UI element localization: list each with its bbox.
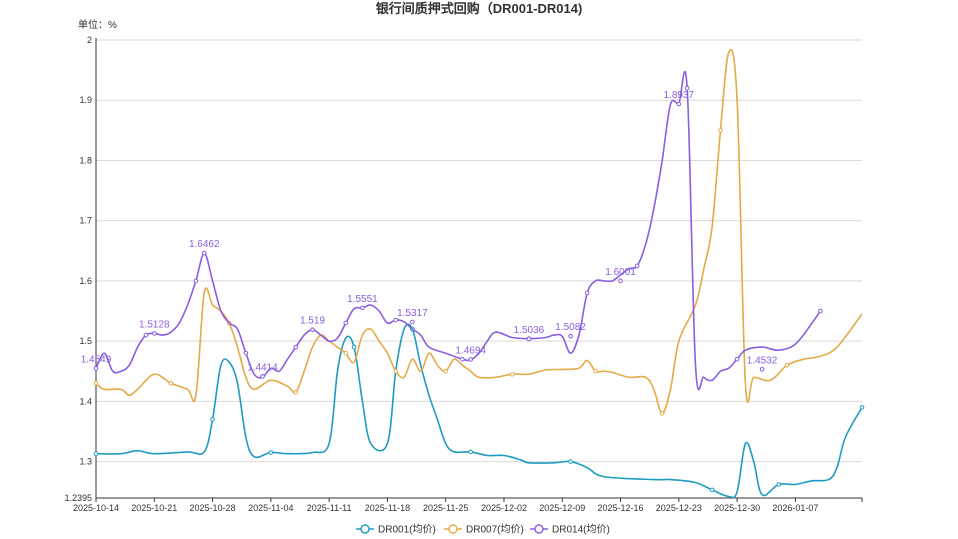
legend[interactable]: DR001(均价) DR007(均价) DR014(均价) [356,524,610,536]
series-point-3 [634,263,640,269]
legend-label: DR007(均价) [466,524,524,536]
grid-layer [96,39,862,463]
legend-label: DR001(均价) [378,524,436,536]
legend-item-3[interactable]: DR014(均价) [530,524,610,536]
data-label-point [759,367,765,372]
series-point-3 [460,356,465,362]
series-point-3 [193,278,199,284]
x-tick-label: 2026-01-07 [772,503,818,513]
data-label: 1.6462 [189,239,220,250]
series-point-2 [784,362,790,368]
y-tick-label: 1.3 [79,457,92,467]
legend-label: DR014(均价) [552,524,610,536]
data-label: 1.4414 [247,362,278,373]
y-tick-label: 1.4 [79,396,92,406]
data-label-point [468,357,473,362]
series-point-3 [684,85,690,91]
legend-swatch-marker [534,524,544,534]
data-label-point [310,327,315,332]
series-point-2 [343,350,349,356]
data-label: 1.5036 [514,325,545,336]
series-point-2 [293,390,299,395]
data-label-point [568,333,573,339]
y-tick-label: 1.6 [79,276,92,286]
series-point-2 [510,371,515,377]
x-tick-label: 2025-11-11 [307,503,352,513]
y-tick-label: 1.9 [79,95,92,105]
data-label-point [201,250,207,256]
series-point-1 [859,405,865,410]
data-label-layer: 1.4549 1.5128 1.6462 1.4414 1.519 1.5551 1.531… [81,90,778,379]
series-point-1 [210,417,215,422]
series-point-2 [393,368,399,374]
chart-title: 银行间质押式回购（DR001-DR014) [376,1,583,16]
series-point-1 [93,451,99,457]
data-label: 1.519 [300,316,325,327]
x-tick-label: 2025-11-25 [423,503,468,513]
series-point-1 [268,450,274,455]
data-label: 1.4532 [747,355,778,366]
x-tick-label: 2025-11-04 [248,503,293,513]
series-point-1 [709,487,715,493]
data-label: 1.4694 [455,346,486,357]
series-point-3 [734,356,740,362]
series-point-1 [468,449,473,455]
x-tick-label: 2025-12-09 [539,503,585,513]
data-label-point [93,365,99,371]
series-point-3 [818,308,823,314]
legend-swatch-marker [360,524,370,534]
series-point-2 [443,368,448,374]
y-tick-label: 1.5 [79,336,92,346]
y-tick-label: 1.8 [79,155,92,165]
series-point-3 [143,332,149,338]
series-line-1 [95,323,863,499]
data-label: 1.6001 [605,267,636,278]
x-tick-label: 2025-12-30 [714,503,760,513]
x-tick-label: 2025-10-21 [131,503,177,513]
series-point-3 [393,317,399,323]
series-point-3 [343,320,349,326]
series-point-2 [168,380,174,386]
series-point-1 [568,459,573,464]
y-tick-label: 1.2395 [64,493,92,503]
x-tick-label: 2025-11-18 [365,503,410,513]
series-line-2 [95,48,863,415]
series-point-2 [93,380,99,386]
x-tick-label: 2025-12-02 [481,503,527,513]
x-tick-label: 2025-10-14 [73,503,119,513]
series-point-2 [593,368,598,374]
series-point-2 [718,128,723,133]
data-label-point [618,278,623,284]
series-point-3 [584,290,590,296]
x-tick-label: 2025-12-23 [656,503,702,513]
data-label-point [151,331,157,336]
data-label-point [676,101,682,107]
data-label-point [360,305,365,311]
data-label: 1.5082 [555,322,586,333]
data-label: 1.8937 [664,90,695,101]
series-point-2 [659,411,665,416]
data-label: 1.4549 [81,354,112,365]
unit-label: 单位：% [78,18,117,31]
y-tick-label: 2 [87,35,92,45]
data-label-point [260,374,265,379]
series-point-3 [293,344,299,350]
x-tick-label: 2025-12-16 [598,503,644,513]
legend-item-1[interactable]: DR001(均价) [356,524,436,536]
x-tick-label: 2025-10-28 [190,503,236,513]
data-label: 1.5317 [397,308,428,319]
series-layer [93,48,865,499]
data-label: 1.5551 [347,294,378,305]
data-label-point [410,319,415,325]
series-point-3 [243,350,249,356]
series-point-1 [776,482,782,487]
series-point-1 [351,344,357,350]
data-label: 1.5128 [139,319,170,330]
legend-item-2[interactable]: DR007(均价) [444,524,524,536]
data-label-point [526,336,532,342]
legend-swatch-marker [448,524,458,534]
y-tick-label: 1.7 [79,216,92,226]
